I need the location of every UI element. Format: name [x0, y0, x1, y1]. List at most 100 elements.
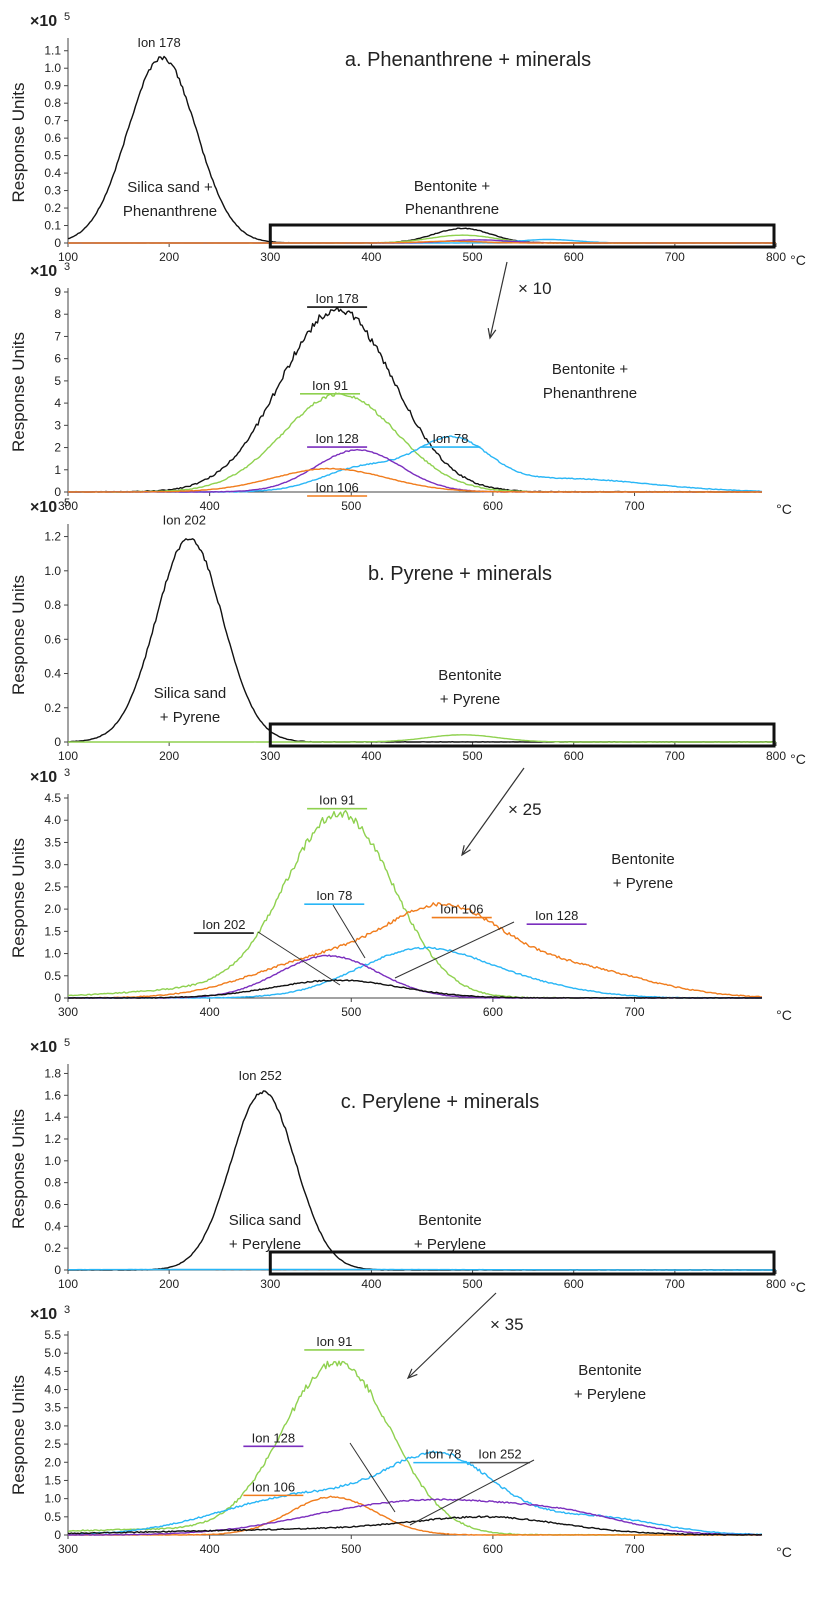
- zoom-region-box: [268, 1250, 776, 1276]
- y-tick-label: 0.8: [44, 96, 61, 110]
- panel-title: a. Phenanthrene + minerals: [345, 49, 591, 71]
- region-label: Bentonite: [438, 667, 501, 684]
- y-tick-label: 5: [54, 374, 61, 388]
- region-label: Silica sand +: [127, 179, 213, 196]
- x-unit-label: °C: [776, 1544, 792, 1560]
- series-line-ion-78: [67, 946, 763, 999]
- series-line-ion-91: [68, 392, 763, 493]
- series-line-ion-91: [68, 734, 776, 743]
- series-line-ion-106: [67, 467, 763, 493]
- zoom-arrow-head: [461, 845, 471, 857]
- y-tick-label: 0.8: [44, 1176, 61, 1190]
- y-tick-label: 0: [54, 1528, 61, 1542]
- y-tick-label: 3.5: [44, 1401, 61, 1415]
- x-tick-label: 400: [361, 1277, 381, 1291]
- region-label: Bentonite: [611, 851, 674, 868]
- x-tick-label: 400: [200, 499, 220, 513]
- x-tick-label: 700: [665, 250, 685, 264]
- x-tick-label: 300: [58, 1542, 78, 1556]
- peak-label: Ion 106: [252, 1479, 295, 1494]
- y-tick-label: 3.0: [44, 1419, 61, 1433]
- panel-5: 0 0.5 1.0 1.5 2.0 2.5 3.0 3.5 4.0 4.5 5.0 5.5 300 400…: [9, 1292, 792, 1560]
- y-tick-label: 0: [54, 485, 61, 499]
- x-tick-label: 700: [625, 1005, 645, 1019]
- x-unit-label: °C: [776, 1007, 792, 1023]
- y-tick-label: 1: [54, 463, 61, 477]
- region-label: + Perylene: [229, 1236, 301, 1253]
- region-label: Bentonite +: [552, 361, 629, 378]
- leader-line: [394, 921, 515, 979]
- y-tick-label: 2.5: [44, 1437, 61, 1451]
- x-tick-label: 800: [766, 749, 786, 763]
- x-tick-label: 700: [665, 749, 685, 763]
- y-tick-label: 0: [54, 991, 61, 1005]
- peak-label: Ion 128: [252, 1430, 295, 1445]
- series-line-ion-128: [68, 1498, 763, 1536]
- region-label: Bentonite: [418, 1212, 481, 1229]
- region-label: + Pyrene: [160, 709, 220, 726]
- leader-line: [257, 931, 341, 986]
- zoom-multiplier: × 10: [518, 279, 552, 298]
- series-line-ion-252: [67, 1515, 763, 1536]
- peak-label: Ion 128: [535, 908, 578, 923]
- y-tick-label: 0.9: [44, 79, 61, 93]
- peak-label: Ion 78: [432, 431, 468, 446]
- peak-label: Ion 178: [315, 291, 358, 306]
- region-label: Phenanthrene: [123, 203, 217, 220]
- y-tick-label: 5.0: [44, 1346, 61, 1360]
- region-label: + Pyrene: [440, 691, 500, 708]
- y-tick-label: 1.0: [44, 61, 61, 75]
- zoom-arrow-head: [487, 328, 497, 340]
- y-tick-label: 2: [54, 441, 61, 455]
- peak-label: Ion 202: [202, 917, 245, 932]
- zoom-multiplier: × 25: [508, 800, 542, 819]
- y-axis-label: Response Units: [9, 838, 28, 958]
- x-tick-label: 100: [58, 1277, 78, 1291]
- zoom-region-box: [268, 722, 776, 748]
- y-tick-label: 0.6: [44, 1197, 61, 1211]
- panel-title: b. Pyrene + minerals: [368, 563, 552, 585]
- series-line-ion-91: [67, 809, 763, 999]
- x-tick-label: 300: [260, 1277, 280, 1291]
- x-tick-label: 600: [483, 499, 503, 513]
- y-tick-label: 1.0: [44, 564, 61, 578]
- x-tick-label: 500: [463, 250, 483, 264]
- y-tick-label: 0.6: [44, 131, 61, 145]
- y-tick-label: 0: [54, 236, 61, 250]
- x-tick-label: 300: [260, 749, 280, 763]
- x-tick-label: 700: [625, 1542, 645, 1556]
- y-tick-label: 4.0: [44, 813, 61, 827]
- peak-label: Ion 91: [312, 378, 348, 393]
- x-tick-label: 600: [564, 250, 584, 264]
- x-tick-label: 300: [58, 499, 78, 513]
- x-unit-label: °C: [790, 1279, 806, 1295]
- leader-line: [332, 904, 366, 959]
- series-line-ion-106: [68, 902, 762, 999]
- y-scale-factor: ×10: [30, 769, 57, 786]
- region-label: Phenanthrene: [543, 385, 637, 402]
- x-tick-label: 400: [361, 749, 381, 763]
- y-tick-label: 7: [54, 329, 61, 343]
- x-tick-label: 300: [260, 250, 280, 264]
- y-scale-exponent: 5: [64, 497, 70, 509]
- series-line-ion-178: [68, 306, 762, 493]
- peak-label: Ion 252: [238, 1068, 281, 1083]
- y-tick-label: 1.4: [44, 1110, 61, 1124]
- zoom-multiplier: × 35: [490, 1315, 524, 1334]
- region-label: Silica sand: [154, 685, 227, 702]
- peak-label: Ion 252: [478, 1447, 521, 1462]
- y-axis-label: Response Units: [9, 1375, 28, 1495]
- peak-label: Ion 91: [316, 1334, 352, 1349]
- series-line-ion-78: [67, 1450, 762, 1536]
- region-label: + Pyrene: [613, 875, 673, 892]
- y-tick-label: 1.5: [44, 1473, 61, 1487]
- y-tick-label: 1.6: [44, 1088, 61, 1102]
- zoom-arrow: [407, 1292, 497, 1379]
- x-tick-label: 400: [200, 1542, 220, 1556]
- peak-label: Ion 178: [137, 35, 180, 50]
- zoom-arrow: [461, 767, 525, 856]
- leader-line: [409, 1459, 535, 1526]
- region-label: + Perylene: [414, 1236, 486, 1253]
- peak-label: Ion 106: [315, 480, 358, 495]
